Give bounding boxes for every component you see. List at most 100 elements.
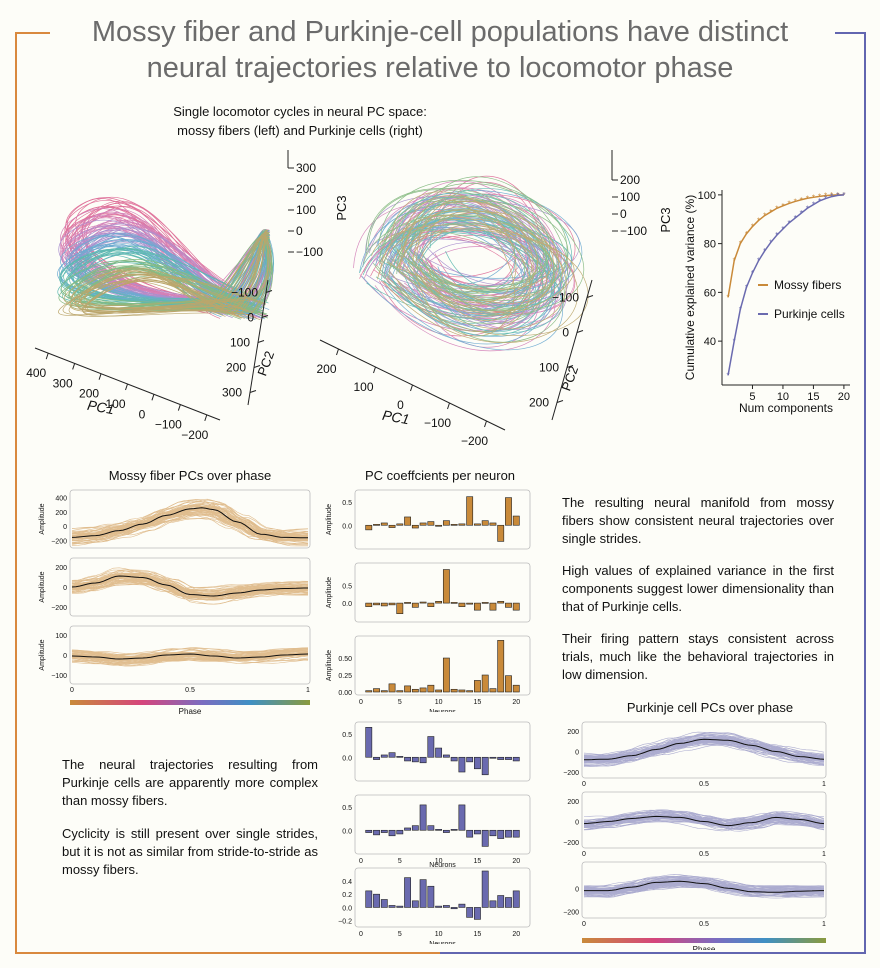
- y-tick-label: 100: [55, 633, 67, 640]
- coefficient-bar: [435, 689, 443, 693]
- coefficient-bar: [466, 907, 474, 918]
- coefficient-bar: [419, 756, 427, 764]
- trial-lines: [71, 647, 309, 667]
- y-tick-label: −200: [563, 770, 579, 777]
- coefficient-bar: [427, 521, 435, 526]
- coefficient-bar: [380, 829, 388, 833]
- coefficient-bar: [435, 601, 443, 604]
- pc1-tick-label: 100: [105, 397, 125, 411]
- y-tick-label: 0.5: [342, 500, 352, 507]
- purkinje-trajectory: [401, 202, 516, 294]
- purkinje-trajectory: [389, 198, 569, 313]
- mossy-trajectory: [84, 232, 270, 313]
- x-axis-label: Neurons: [429, 941, 456, 944]
- data-point: *: [733, 337, 736, 346]
- trial-line: [583, 814, 825, 827]
- coefficient-bar: [458, 523, 466, 526]
- coefficient-bar: [396, 829, 404, 835]
- x-tick-label: 15: [807, 391, 819, 403]
- coefficient-bar: [427, 736, 435, 758]
- coefficient-bar: [435, 747, 443, 758]
- purkinje-trajectory: [391, 183, 585, 310]
- coefficient-bar: [481, 602, 489, 604]
- mossy-trajectory: [75, 220, 273, 317]
- pc1-tick-label: −100: [424, 416, 451, 430]
- coefficient-bar: [427, 602, 435, 607]
- purkinje-trajectory: [388, 227, 589, 336]
- pc2-tick-label: 100: [230, 336, 250, 350]
- x-tick-label: 0: [359, 858, 363, 865]
- trial-line: [583, 743, 825, 756]
- trial-lines: [583, 874, 825, 899]
- coefficient-bar: [458, 903, 466, 908]
- data-point: *: [806, 194, 809, 203]
- pc3-tick-label: −100: [296, 245, 323, 259]
- purkinje-trajectory: [400, 195, 539, 301]
- coefficient-bar: [419, 522, 427, 526]
- purkinje-trajectory: [418, 224, 547, 298]
- coefficient-bar: [466, 602, 474, 605]
- y-axis-label: Amplitude: [326, 577, 333, 608]
- mossy-text-2: High values of explained variance in the…: [562, 563, 834, 614]
- panel-frame: [581, 861, 827, 919]
- trial-line: [72, 582, 309, 592]
- y-tick-label: 0.5: [342, 732, 352, 739]
- pc1-tick: [204, 414, 208, 422]
- data-point: *: [775, 231, 778, 240]
- data-point: *: [745, 230, 748, 239]
- x-tick-label: 0: [70, 687, 74, 694]
- coefficient-bar: [388, 905, 396, 908]
- y-tick-label: 0.4: [342, 879, 352, 886]
- x-tick-label: 0.5: [699, 921, 709, 928]
- pc-space-3d-plots: 300 200 100 0 −100 PC3 −100 0 100 200 300 PC2 400 300…: [26, 150, 673, 448]
- x-axis-label: Neurons: [429, 709, 456, 712]
- pc1-tick: [72, 363, 76, 370]
- coefficient-bar: [419, 804, 427, 831]
- purkinje-phase-title: Purkinje cell PCs over phase: [626, 700, 794, 715]
- purkinje-trajectory: [379, 215, 531, 332]
- pc1-tick-label: 0: [397, 398, 404, 412]
- coefficient-bar: [458, 804, 466, 831]
- trial-line: [71, 513, 309, 536]
- pc3-tick-label: −100: [620, 224, 647, 238]
- mossy-trajectory: [65, 237, 269, 309]
- pc1-tick: [447, 402, 450, 410]
- pc2-tick-label: −100: [231, 286, 258, 300]
- coefficient-bar: [396, 602, 404, 614]
- trial-line: [72, 572, 308, 595]
- pc1-tick: [151, 394, 155, 401]
- y-tick-label: 0: [63, 653, 67, 660]
- coefficient-bar: [512, 515, 520, 526]
- mossy-3d-axes: 300 200 100 0 −100 PC3 −100 0 100 200 300 PC2 400 300…: [26, 150, 349, 442]
- cumulative-variance-chart: 40 60 80 100 5 10 15 20 Num components Cumulative…: [683, 190, 850, 415]
- y-axis-label: Cumulative explained variance (%): [683, 195, 697, 380]
- coefficient-bar: [411, 825, 419, 831]
- data-point: *: [757, 216, 760, 225]
- coefficient-bar: [512, 890, 520, 908]
- coefficient-bar: [466, 829, 474, 838]
- coefficient-bar: [450, 756, 458, 762]
- mossy-trajectory: [63, 229, 269, 313]
- trial-line: [584, 878, 825, 894]
- y-tick-label: 40: [704, 336, 716, 348]
- x-tick-label: 5: [398, 699, 402, 706]
- coefficient-bar: [373, 756, 380, 760]
- y-tick-label: 0.0: [342, 828, 352, 835]
- trial-line: [71, 575, 308, 594]
- coefficient-bar: [388, 752, 396, 758]
- data-point: *: [751, 269, 754, 278]
- coefficient-bar: [380, 522, 388, 526]
- data-point: *: [812, 193, 815, 202]
- data-point: *: [787, 199, 790, 208]
- trial-line: [71, 574, 309, 595]
- pc1-tick: [410, 384, 413, 392]
- y-tick-label: 200: [55, 510, 67, 517]
- legend-label: Mossy fibers: [774, 278, 841, 292]
- coefficient-bar: [404, 516, 411, 526]
- y-tick-label: 0.50: [338, 656, 352, 663]
- coefficient-bar: [505, 675, 512, 693]
- panel-frame: [581, 721, 827, 779]
- panel-frame: [69, 625, 311, 685]
- title-line-1: Mossy fiber and Purkinje-cell population…: [91, 16, 789, 48]
- y-axis-label: Amplitude: [39, 571, 46, 602]
